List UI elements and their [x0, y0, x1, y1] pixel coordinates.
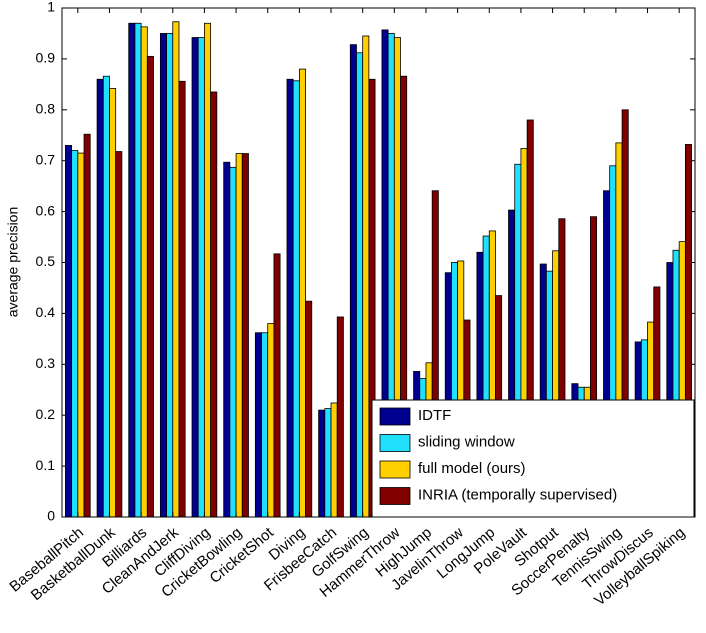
y-tick-label: 0.1 [36, 457, 56, 473]
legend-swatch [379, 487, 411, 505]
bar [115, 151, 123, 518]
bar [229, 166, 237, 518]
legend-swatch [379, 407, 411, 426]
y-tick-label: 0.7 [36, 151, 56, 167]
legend-box [371, 399, 695, 518]
bar [241, 153, 249, 518]
bar [292, 80, 300, 518]
bar [356, 52, 364, 518]
bar [172, 21, 180, 518]
bar [210, 91, 218, 518]
y-tick-label: 0.5 [36, 253, 56, 269]
bar [349, 44, 357, 518]
bar [235, 153, 243, 518]
legend-label: IDTF [418, 407, 451, 424]
y-tick-label: 0.2 [36, 406, 56, 422]
bar [324, 408, 332, 518]
bar [191, 37, 199, 518]
y-tick-label: 0.3 [36, 355, 56, 371]
bar [305, 300, 313, 518]
legend-swatch [379, 434, 411, 452]
bar [336, 316, 344, 518]
bar [261, 332, 269, 518]
bar [140, 26, 148, 518]
y-tick-label: 0.4 [36, 304, 56, 320]
bar [159, 33, 167, 518]
legend-swatch [379, 460, 411, 479]
bar [134, 22, 142, 518]
bar [166, 33, 174, 518]
y-tick-label: 0.8 [36, 101, 56, 117]
y-tick-label: 0.9 [36, 50, 56, 66]
bar [71, 150, 79, 518]
legend-label: full model (ours) [418, 460, 526, 477]
y-axis-label: average precision [5, 207, 21, 318]
bar [204, 22, 212, 518]
bar [318, 409, 326, 518]
bar [128, 22, 136, 518]
bar [146, 55, 154, 518]
bar [298, 68, 306, 518]
bar [77, 152, 85, 518]
legend-label: INRIA (temporally supervised) [418, 486, 617, 503]
bar [96, 78, 104, 518]
bar [102, 75, 110, 518]
y-tick-label: 1 [47, 0, 55, 15]
bar [178, 80, 186, 518]
bar [254, 332, 262, 518]
bar [330, 402, 338, 518]
bar [362, 35, 370, 518]
bar [267, 323, 275, 518]
bar [197, 37, 205, 518]
bar [65, 145, 73, 518]
bar [273, 253, 281, 518]
legend-label: sliding window [418, 433, 515, 450]
y-tick-label: 0 [47, 508, 55, 524]
bar [223, 161, 231, 518]
bar [83, 133, 91, 518]
bar [286, 78, 294, 518]
y-tick-label: 0.6 [36, 202, 56, 218]
legend: IDTF sliding window full model (ours) INRIA… [371, 399, 695, 518]
bar [109, 88, 117, 518]
